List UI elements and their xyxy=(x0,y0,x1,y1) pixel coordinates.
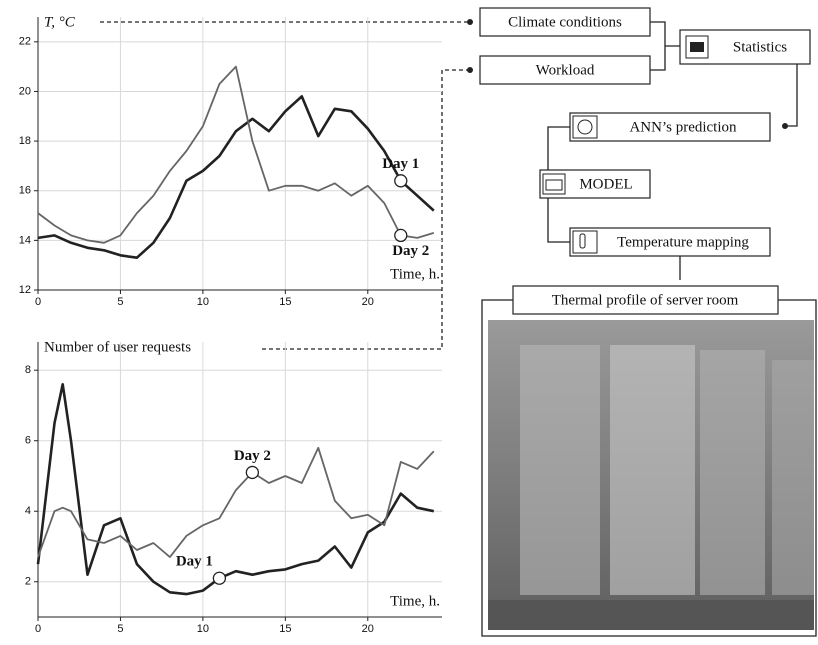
connector-dot xyxy=(467,19,473,25)
icon xyxy=(690,42,704,52)
series-label: Day 2 xyxy=(234,448,271,464)
x-tick-label: 20 xyxy=(362,623,374,635)
y-axis-label: T, °C xyxy=(44,14,76,30)
node-label: Thermal profile of server room xyxy=(552,292,739,308)
node-label: Workload xyxy=(536,62,595,78)
y-tick-label: 4 xyxy=(25,505,31,517)
connector-dot xyxy=(467,67,473,73)
x-tick-label: 15 xyxy=(279,296,291,308)
figure: Climate conditions Workload Statistics A… xyxy=(0,0,818,640)
day-marker xyxy=(395,175,407,187)
data-line xyxy=(38,67,434,243)
node-label: ANN’s prediction xyxy=(629,119,737,135)
node-label: MODEL xyxy=(579,176,632,192)
x-tick-label: 20 xyxy=(362,296,374,308)
x-tick-label: 10 xyxy=(197,623,209,635)
axis xyxy=(38,342,442,617)
y-tick-label: 20 xyxy=(19,85,31,97)
day-marker xyxy=(246,466,258,478)
icon xyxy=(573,116,597,138)
y-tick-label: 8 xyxy=(25,364,31,376)
rack xyxy=(700,350,765,595)
rack xyxy=(772,360,814,595)
x-axis-label: Time, h. xyxy=(390,593,440,609)
y-axis-label: Number of user requests xyxy=(44,339,191,355)
rack xyxy=(610,345,695,595)
y-tick-label: 6 xyxy=(25,435,31,447)
node-label: Climate conditions xyxy=(508,14,622,30)
x-tick-label: 5 xyxy=(117,296,123,308)
series-label: Day 2 xyxy=(392,243,429,259)
x-tick-label: 15 xyxy=(279,623,291,635)
x-tick-label: 0 xyxy=(35,296,41,308)
data-line xyxy=(38,96,434,257)
y-tick-label: 22 xyxy=(19,36,31,48)
x-axis-label: Time, h. xyxy=(390,266,440,282)
x-tick-label: 0 xyxy=(35,623,41,635)
connector xyxy=(548,127,680,280)
y-tick-label: 16 xyxy=(19,185,31,197)
y-tick-label: 12 xyxy=(19,284,31,296)
day-marker xyxy=(395,229,407,241)
series-label: Day 1 xyxy=(382,156,419,172)
floor xyxy=(488,600,814,630)
node-label: Temperature mapping xyxy=(617,234,749,250)
y-tick-label: 2 xyxy=(25,576,31,588)
y-tick-label: 18 xyxy=(19,135,31,147)
connector xyxy=(785,64,797,126)
day-marker xyxy=(213,572,225,584)
series-label: Day 1 xyxy=(176,554,213,570)
connector-dot xyxy=(782,123,788,129)
node-label: Statistics xyxy=(733,39,787,55)
y-tick-label: 14 xyxy=(19,234,31,246)
x-tick-label: 5 xyxy=(117,623,123,635)
rack xyxy=(520,345,600,595)
connector xyxy=(650,22,680,70)
data-line xyxy=(38,448,434,557)
x-tick-label: 10 xyxy=(197,296,209,308)
